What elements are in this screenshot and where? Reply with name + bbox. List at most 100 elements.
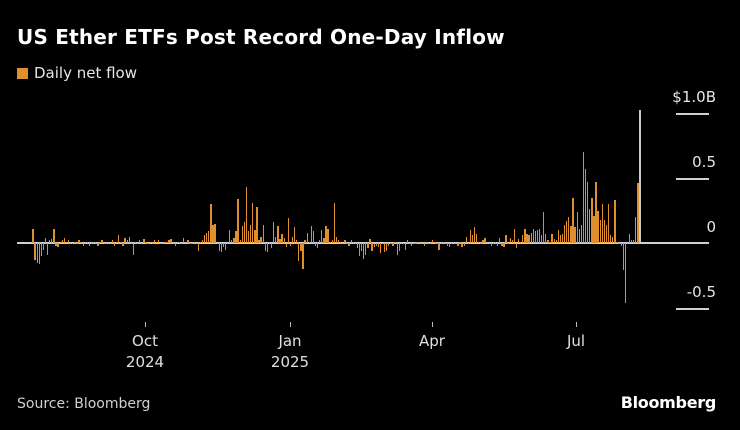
- flow-bar: [515, 243, 518, 249]
- flow-bar: [520, 241, 522, 243]
- flow-bar: [463, 243, 465, 246]
- flow-bar: [532, 228, 534, 243]
- flow-bar: [224, 243, 227, 250]
- flow-bar: [212, 224, 214, 243]
- flow-bar: [239, 240, 241, 243]
- flow-bar: [49, 240, 51, 243]
- flow-bar: [517, 239, 520, 243]
- flow-bar: [183, 237, 185, 243]
- flow-bar: [354, 243, 356, 244]
- flow-bar: [235, 231, 237, 243]
- flow-bar: [72, 243, 74, 245]
- flow-bar: [185, 241, 187, 243]
- flow-bar: [55, 243, 57, 246]
- flow-bar: [199, 241, 202, 243]
- flow-bar: [258, 240, 260, 243]
- x-tick-mark: [576, 322, 577, 327]
- flow-bar: [501, 243, 503, 246]
- flow-bar: [509, 237, 511, 243]
- flow-bar: [90, 243, 93, 244]
- flow-bar: [371, 243, 373, 251]
- flow-bar: [95, 241, 97, 243]
- flow-bar: [298, 243, 300, 262]
- flow-bar: [65, 241, 68, 243]
- flow-bar: [63, 237, 66, 243]
- flow-bar: [566, 220, 568, 243]
- flow-bar: [105, 243, 107, 244]
- flow-bar: [375, 243, 377, 246]
- flow-bar: [536, 230, 539, 243]
- highlighted-bar: [639, 110, 641, 243]
- flow-bar: [530, 232, 532, 243]
- flow-bar: [103, 243, 105, 245]
- x-tick-label: Oct 2024: [115, 331, 175, 373]
- flow-bar: [38, 243, 40, 264]
- flow-bar: [591, 197, 593, 243]
- flow-bar: [44, 237, 47, 243]
- flow-bar: [356, 243, 359, 249]
- flow-bar: [340, 241, 342, 243]
- flow-bar: [599, 219, 601, 243]
- flow-bar: [342, 243, 344, 244]
- flow-bar: [610, 235, 612, 243]
- flow-bar: [448, 243, 451, 247]
- flow-bar: [59, 241, 61, 243]
- flow-bar: [203, 235, 206, 243]
- flow-bar: [124, 237, 126, 243]
- flow-bar: [526, 233, 528, 243]
- flow-bar: [304, 240, 306, 243]
- flow-bar: [302, 243, 304, 269]
- flow-bar: [76, 243, 78, 245]
- x-tick-label: Jan 2025: [260, 331, 320, 373]
- flow-bar: [373, 243, 375, 247]
- flow-bar: [323, 237, 325, 243]
- flow-bar: [47, 243, 49, 255]
- flow-bar: [381, 243, 384, 244]
- flow-bar: [310, 226, 313, 243]
- flow-bar: [42, 243, 45, 250]
- flow-bar: [587, 181, 589, 243]
- flow-bar: [308, 241, 310, 243]
- flow-bar: [250, 224, 252, 243]
- flow-bar: [329, 241, 331, 243]
- flow-bar: [319, 240, 321, 243]
- flow-bar: [637, 183, 639, 243]
- flow-bar: [352, 241, 354, 243]
- legend-swatch-icon: [17, 67, 28, 79]
- flow-bar: [551, 233, 553, 243]
- flow-bar: [243, 222, 246, 243]
- x-tick-label: Apr: [402, 331, 462, 352]
- flow-bar: [417, 241, 419, 243]
- flow-bar: [597, 210, 599, 243]
- flow-bar: [147, 243, 149, 245]
- flow-bar: [601, 204, 603, 243]
- flow-bar: [67, 240, 70, 243]
- flow-bar: [572, 197, 574, 243]
- flow-bar: [289, 243, 292, 246]
- flow-bar: [164, 241, 166, 243]
- x-tick-month: Jan: [278, 332, 302, 350]
- flow-bar: [427, 243, 430, 244]
- flow-bar: [413, 243, 415, 244]
- flow-bar: [61, 240, 63, 243]
- flow-bar: [325, 226, 327, 243]
- flow-bar: [545, 233, 547, 243]
- flow-bar: [580, 224, 583, 243]
- y-tick-label: 0: [706, 218, 716, 236]
- flow-bar: [386, 243, 388, 251]
- flow-bar: [369, 239, 371, 243]
- flow-bar: [208, 231, 210, 243]
- flow-bar: [555, 240, 557, 243]
- zero-axis-line: [17, 242, 709, 244]
- flow-bar: [312, 231, 315, 243]
- flow-bar: [503, 243, 505, 247]
- flow-bar: [553, 239, 555, 243]
- flow-bar: [166, 241, 168, 243]
- flow-bar: [346, 243, 348, 245]
- x-tick-mark: [145, 322, 146, 327]
- flow-bar: [436, 243, 438, 245]
- flow-bar: [162, 243, 164, 244]
- flow-bar: [176, 241, 179, 243]
- flow-bar: [450, 243, 453, 245]
- flow-bar: [277, 226, 279, 243]
